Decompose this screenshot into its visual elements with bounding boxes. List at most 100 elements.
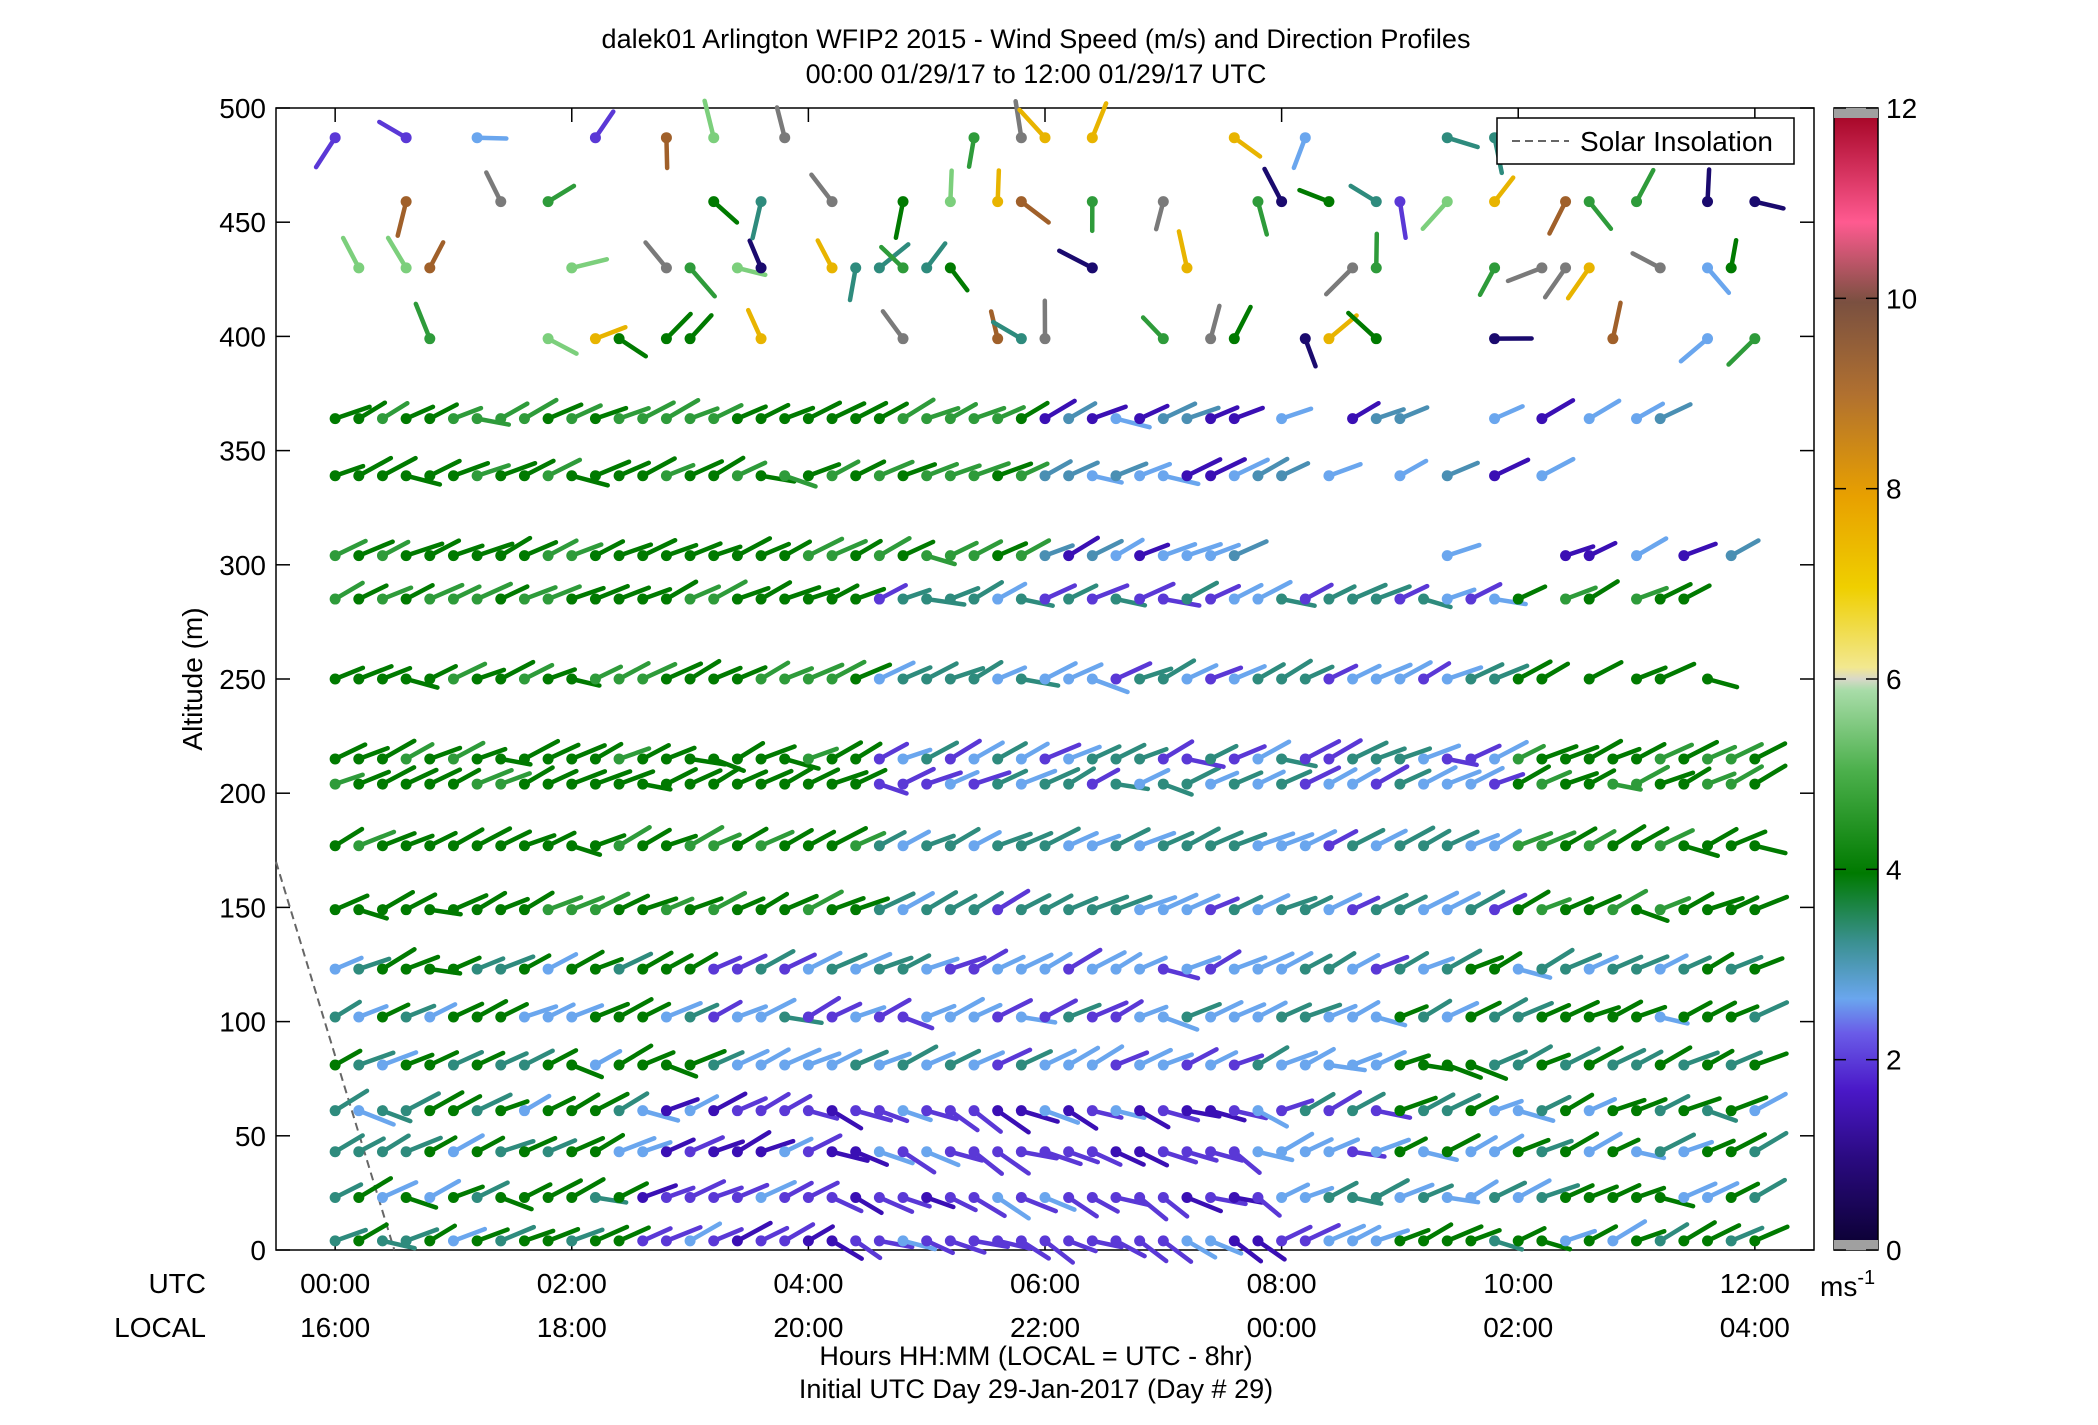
wind-barb xyxy=(850,896,890,916)
wind-barb xyxy=(1299,1002,1343,1023)
wind-barb-dot xyxy=(755,753,767,765)
wind-barb xyxy=(1110,1191,1151,1208)
wind-barb xyxy=(944,168,956,208)
wind-barb xyxy=(1181,663,1219,685)
wind-barb-shaft xyxy=(1184,826,1221,848)
wind-barb xyxy=(850,1146,890,1167)
wind-barb-dot xyxy=(944,196,956,208)
wind-barb-shaft xyxy=(1176,229,1190,271)
wind-barb-dot xyxy=(495,550,507,562)
wind-barb xyxy=(1678,1139,1715,1158)
wind-barb xyxy=(424,1223,458,1247)
wind-barb xyxy=(1181,1146,1219,1163)
wind-barb-dot xyxy=(992,1011,1004,1023)
wind-barb-shaft xyxy=(829,538,868,558)
wind-barb xyxy=(968,740,1005,765)
wind-barb xyxy=(1015,1105,1060,1124)
wind-barb xyxy=(1702,673,1740,690)
wind-barb xyxy=(1057,248,1098,274)
wind-barb xyxy=(1631,167,1656,208)
wind-barb-dot xyxy=(1086,1011,1098,1023)
wind-barb xyxy=(1512,963,1553,980)
wind-barb-dot xyxy=(992,673,1004,685)
wind-barb-shaft xyxy=(1350,582,1388,602)
wind-barb-shaft xyxy=(758,473,797,484)
wind-barb xyxy=(893,196,909,241)
wind-barb xyxy=(329,1088,370,1117)
wind-barb xyxy=(1205,303,1222,345)
wind-barb xyxy=(992,1235,1032,1251)
wind-barb xyxy=(1370,764,1410,790)
wind-barb-dot xyxy=(637,1235,649,1247)
wind-barb-dot xyxy=(1631,196,1643,208)
wind-barb-shaft xyxy=(1279,1050,1319,1068)
wind-barb-dot xyxy=(1063,593,1075,605)
wind-barb-dot xyxy=(850,1011,862,1023)
wind-barb-dot xyxy=(1418,1059,1430,1071)
wind-barb xyxy=(1323,738,1363,765)
wind-barb-shaft xyxy=(380,765,417,787)
wind-barb-dot xyxy=(1607,1011,1619,1023)
wind-barb-dot xyxy=(1110,1146,1122,1158)
wind-barb-dot xyxy=(731,1146,743,1158)
wind-barb xyxy=(613,1091,650,1117)
wind-barb-dot xyxy=(329,593,341,605)
wind-barb xyxy=(424,538,462,562)
wind-barb-dot xyxy=(1086,262,1098,274)
wind-barb-dot xyxy=(731,753,743,765)
wind-barb xyxy=(992,741,1028,765)
wind-barb-dot xyxy=(613,1011,625,1023)
wind-barb-dot xyxy=(755,840,767,852)
wind-barb-dot xyxy=(400,132,412,144)
wind-barb-dot xyxy=(1015,840,1027,852)
wind-barb xyxy=(968,1146,1005,1176)
wind-barb xyxy=(873,1235,915,1250)
wind-barb-dot xyxy=(708,753,720,765)
wind-barb xyxy=(589,1224,630,1247)
wind-barb xyxy=(1299,1046,1336,1071)
wind-barb-shaft xyxy=(758,829,795,848)
wind-barb xyxy=(873,741,910,765)
wind-barb-shaft xyxy=(640,537,678,558)
wind-barb-dot xyxy=(1678,778,1690,790)
wind-barb xyxy=(1039,951,1073,975)
wind-barb xyxy=(400,404,436,425)
wind-barb-dot xyxy=(566,904,578,916)
wind-barb-shaft xyxy=(687,1221,723,1244)
wind-barb-dot xyxy=(1347,904,1359,916)
wind-barb-dot xyxy=(1110,1059,1122,1071)
wind-barb-dot xyxy=(1370,1105,1382,1117)
wind-barb-shaft xyxy=(687,1135,725,1155)
wind-barb-shaft xyxy=(1610,1097,1647,1113)
wind-barb-dot xyxy=(1512,1059,1524,1071)
wind-barb-shaft xyxy=(1161,739,1195,762)
wind-barb-dot xyxy=(1654,1059,1666,1071)
wind-barb-dot xyxy=(1299,132,1311,144)
wind-barb xyxy=(1157,470,1201,487)
wind-barb-dot xyxy=(1441,593,1453,605)
wind-barb-shaft xyxy=(1586,738,1624,762)
wind-barb xyxy=(1134,542,1171,562)
wind-barb xyxy=(1465,743,1502,765)
wind-barb-dot xyxy=(897,413,909,425)
wind-barb-shaft xyxy=(782,1014,824,1026)
wind-barb xyxy=(471,1227,510,1247)
wind-barb-dot xyxy=(400,1146,412,1158)
wind-barb-shaft xyxy=(1563,952,1603,972)
wind-barb xyxy=(1181,457,1223,482)
wind-barb xyxy=(329,580,365,605)
wind-barb xyxy=(1157,1052,1194,1071)
wind-barb xyxy=(1631,826,1670,852)
wind-barb-dot xyxy=(1086,1191,1098,1203)
wind-barb xyxy=(755,541,792,562)
wind-barb xyxy=(518,833,557,852)
wind-barb xyxy=(376,1002,411,1023)
wind-barb xyxy=(1489,771,1526,790)
wind-barb-dot xyxy=(1560,778,1572,790)
wind-barb-dot xyxy=(1702,262,1714,274)
wind-barb xyxy=(992,1191,1031,1221)
wind-barb-dot xyxy=(566,963,578,975)
wind-barb-shaft xyxy=(1563,999,1600,1020)
wind-barb-dot xyxy=(921,840,933,852)
wind-barb-shaft xyxy=(853,1149,890,1167)
